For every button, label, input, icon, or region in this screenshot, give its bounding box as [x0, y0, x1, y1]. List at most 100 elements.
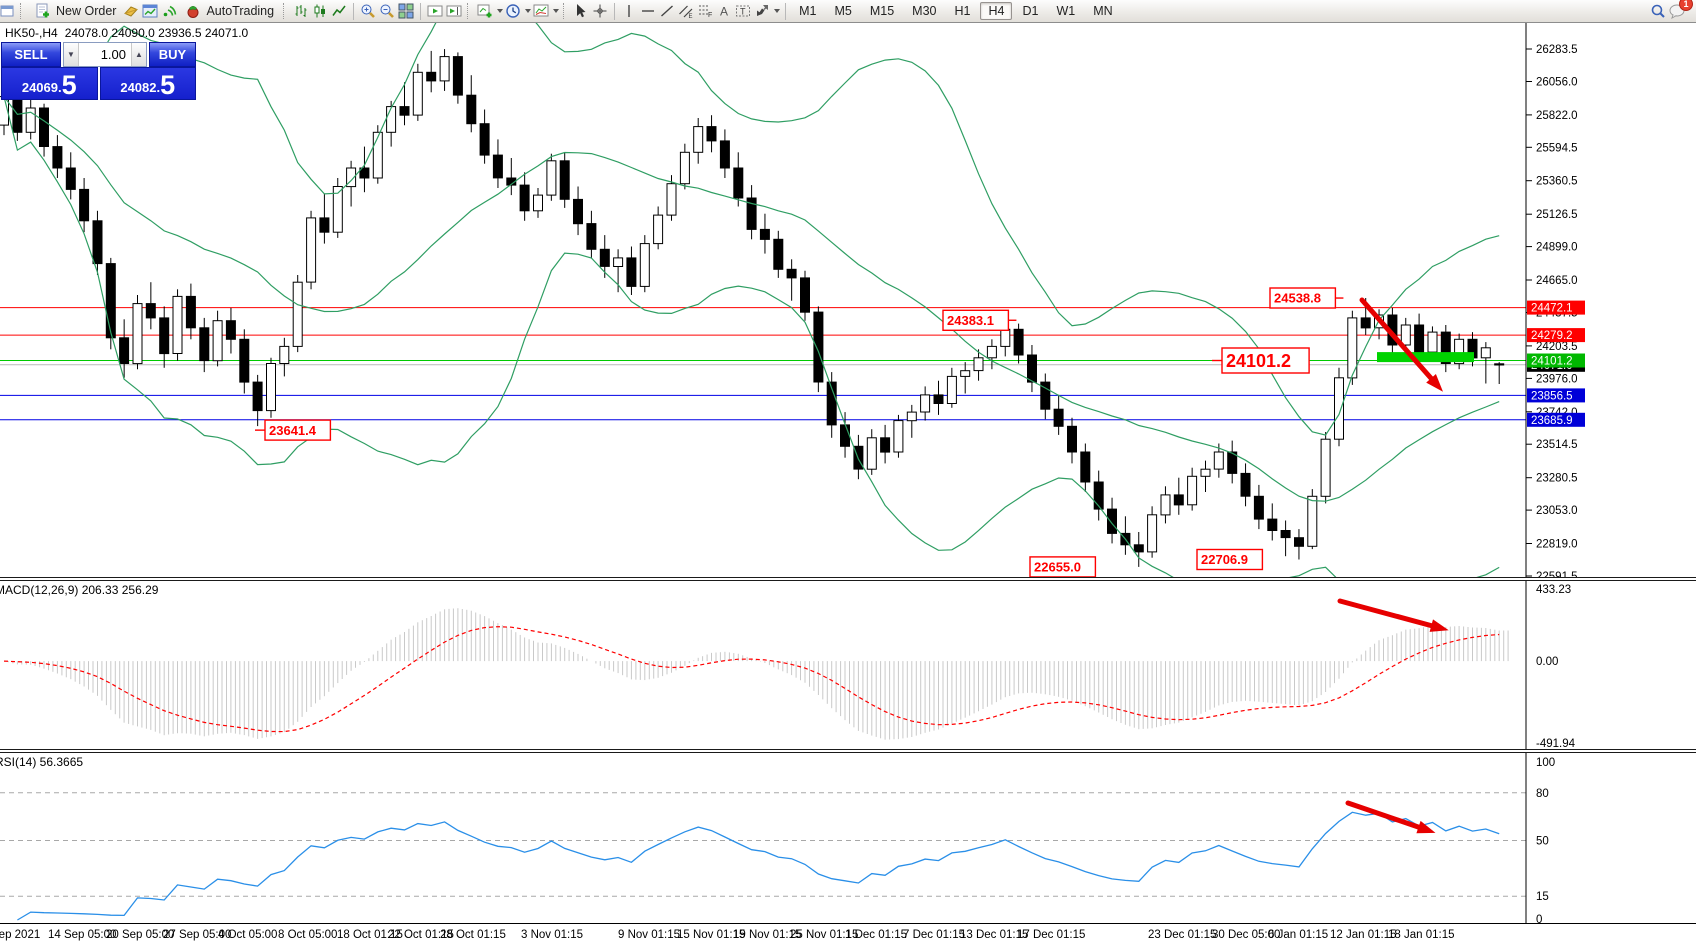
chevron-down-icon[interactable]: [774, 9, 781, 13]
time-axis-label: 7 Dec 01:15: [903, 929, 966, 941]
rsi-panel[interactable]: 100 80 50 15 0 RSI(14) 56.3665: [0, 753, 1696, 923]
volume-input[interactable]: 1.00: [100, 47, 126, 62]
price-annotation-24383.1[interactable]: 24383.1: [942, 309, 1017, 331]
horizontal-line-icon[interactable]: [639, 2, 657, 20]
chart-shift-icon[interactable]: [445, 2, 463, 20]
price-tick-label: 24899.0: [1536, 242, 1578, 254]
templates-icon[interactable]: [532, 2, 550, 20]
timeframe-H4[interactable]: H4: [980, 2, 1013, 20]
timeframe-D1[interactable]: D1: [1022, 4, 1039, 18]
bar-chart-icon[interactable]: [292, 2, 310, 20]
trendline-icon[interactable]: [658, 2, 676, 20]
time-axis-label: 4 Oct 05:00: [218, 929, 278, 941]
price-annotation-24101.2[interactable]: 24101.2: [1212, 347, 1310, 374]
buy-price-fraction: 5: [160, 70, 176, 101]
sell-button[interactable]: SELL: [1, 42, 61, 67]
svg-text:24101.2: 24101.2: [1226, 351, 1291, 371]
time-axis-label: 14 Sep 05:00: [48, 929, 117, 941]
svg-text:24472.1: 24472.1: [1531, 303, 1573, 315]
timeframe-M1[interactable]: M1: [799, 4, 817, 18]
chevron-down-icon[interactable]: [497, 9, 504, 13]
toolbar-separator: [420, 2, 422, 20]
timeframe-H1[interactable]: H1: [954, 4, 971, 18]
panel-separator[interactable]: [0, 577, 1696, 581]
text-label-icon[interactable]: T: [734, 2, 752, 20]
chart-window: 24538.8 24383.1 24101.2 23641.4 22655.0 22706…: [0, 23, 1696, 948]
search-icon[interactable]: [1649, 2, 1667, 20]
rsi-axis-label: 0: [1536, 914, 1542, 923]
mql-editor-icon[interactable]: [122, 2, 140, 20]
trend-arrow[interactable]: [1359, 297, 1443, 392]
chevron-down-icon[interactable]: [525, 9, 532, 13]
timeframe-MN[interactable]: MN: [1093, 4, 1113, 18]
candlesticks: [0, 49, 1505, 567]
timeframe-M5[interactable]: M5: [834, 4, 852, 18]
cursor-icon[interactable]: [572, 2, 590, 20]
autotrading-button[interactable]: AutoTrading: [179, 1, 279, 21]
svg-text:E: E: [689, 14, 693, 19]
buy-price-main: 24082.: [120, 80, 161, 95]
chart-window-icon[interactable]: [0, 2, 16, 20]
price-chart-panel[interactable]: 24538.8 24383.1 24101.2 23641.4 22655.0 22706…: [0, 23, 1696, 577]
crosshair-icon[interactable]: [591, 2, 609, 20]
timeframe-W1[interactable]: W1: [1056, 4, 1076, 18]
macd-axis-label: -491.94: [1536, 738, 1576, 749]
svg-text:24101.2: 24101.2: [1531, 356, 1573, 368]
new-order-button[interactable]: New Order: [29, 1, 121, 21]
time-axis-label: 13 Dec 01:15: [960, 929, 1029, 941]
signals-icon[interactable]: [160, 2, 178, 20]
macd-panel[interactable]: 433.23 0.00 -491.94 MACD(12,26,9) 206.33 2…: [0, 581, 1696, 749]
channel-icon[interactable]: E: [677, 2, 695, 20]
zoom-out-icon[interactable]: [378, 2, 396, 20]
toolbar-separator: [614, 2, 616, 20]
time-axis-label: 6 Jan 01:15: [1268, 929, 1329, 941]
arrows-icon[interactable]: [753, 2, 771, 20]
rsi-line: [17, 811, 1500, 921]
market-watch-icon[interactable]: [141, 2, 159, 20]
svg-text:23641.4: 23641.4: [269, 423, 317, 438]
price-tick-label: 23280.5: [1536, 473, 1578, 485]
price-annotation-24538.8[interactable]: 24538.8: [1269, 287, 1344, 309]
trend-arrow[interactable]: [1337, 598, 1449, 632]
macd-axis-label: 433.23: [1536, 584, 1571, 596]
svg-text:23856.5: 23856.5: [1531, 390, 1573, 402]
price-annotation-22706.9[interactable]: 22706.9: [1196, 548, 1264, 571]
price-annotation-23641.4[interactable]: 23641.4: [255, 419, 332, 441]
highlight-bar[interactable]: [1377, 352, 1474, 363]
sell-price-main: 24069.: [21, 80, 62, 95]
vertical-line-icon[interactable]: [620, 2, 638, 20]
panel-separator[interactable]: [0, 749, 1696, 753]
svg-text:A: A: [720, 5, 728, 19]
trend-arrow[interactable]: [1345, 800, 1436, 834]
line-chart-icon[interactable]: [330, 2, 348, 20]
timeframe-M15[interactable]: M15: [869, 4, 895, 18]
auto-scroll-icon[interactable]: [426, 2, 444, 20]
price-tick-label: 26056.0: [1536, 77, 1578, 89]
top-toolbar: New Order AutoTrading: [0, 0, 1696, 23]
new-chart-icon[interactable]: [476, 2, 494, 20]
zoom-in-icon[interactable]: [359, 2, 377, 20]
svg-text:24383.1: 24383.1: [947, 313, 994, 328]
volume-decrease-button[interactable]: ▼: [64, 43, 79, 66]
sell-price-display[interactable]: 24069. 5: [1, 67, 98, 100]
toolbar-separator: [785, 2, 787, 20]
timeframe-M30[interactable]: M30: [912, 4, 937, 18]
buy-button[interactable]: BUY: [149, 42, 196, 67]
price-annotation-22655.0[interactable]: 22655.0: [1029, 556, 1097, 577]
buy-price-display[interactable]: 24082. 5: [99, 67, 196, 101]
time-axis-label: 18 Oct 01:15: [337, 929, 403, 941]
one-click-trading-panel: SELL ▼ 1.00 ▲ BUY 24069. 5 24082. 5: [1, 42, 196, 100]
notification-badge: 1: [1679, 0, 1693, 11]
periods-icon[interactable]: [504, 2, 522, 20]
price-tick-label: 25126.5: [1536, 209, 1578, 221]
fibonacci-icon[interactable]: F: [696, 2, 714, 20]
candlestick-chart-icon[interactable]: [311, 2, 329, 20]
chevron-down-icon[interactable]: [553, 9, 560, 13]
tile-windows-icon[interactable]: [397, 2, 415, 20]
toolbar-grip: [563, 3, 568, 19]
axis-price-flag-24279.2: 24279.2: [1527, 328, 1585, 343]
chat-button[interactable]: 1: [1668, 0, 1693, 20]
text-icon[interactable]: A: [715, 2, 733, 20]
volume-increase-button[interactable]: ▲: [131, 43, 146, 66]
